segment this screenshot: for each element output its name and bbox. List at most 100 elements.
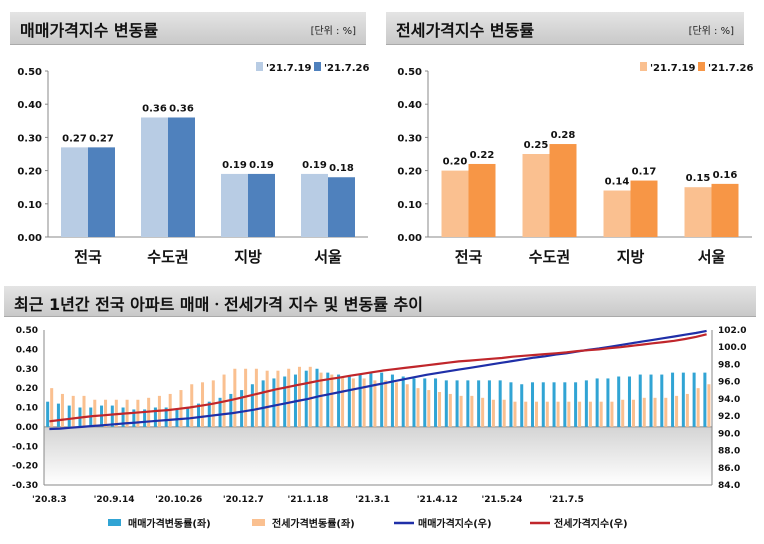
jeonse-change-bar	[104, 399, 108, 427]
jeonse-data-label: 0.15	[686, 173, 711, 184]
jeonse-legend-label: '21.7.26	[708, 63, 753, 74]
sales-data-label: 0.19	[249, 160, 274, 171]
jeonse-change-bar	[621, 399, 625, 427]
sales-bar	[221, 173, 248, 237]
trend-legend-label: 전세가격지수(우)	[554, 517, 628, 530]
trend-x-tick-label: '21.1.18	[288, 495, 329, 505]
jeonse-change-bar	[297, 366, 301, 427]
jeonse-change-bar	[394, 382, 398, 427]
jeonse-y-tick-label: 0.20	[397, 167, 422, 178]
sales-change-bar	[261, 380, 265, 427]
jeonse-y-tick-label: 0.30	[397, 133, 422, 144]
trend-left-tick-label: 0.40	[16, 345, 38, 355]
trend-left-tick-label: 0.10	[16, 404, 38, 414]
sales-data-label: 0.27	[89, 133, 114, 144]
sales-change-bar	[552, 382, 556, 427]
jeonse-bar	[711, 183, 739, 237]
jeonse-y-tick-label: 0.40	[397, 100, 422, 111]
jeonse-change-bar	[610, 401, 614, 427]
sales-change-bar	[498, 380, 502, 427]
jeonse-legend-label: '21.7.19	[650, 63, 695, 74]
jeonse-change-bar	[233, 368, 237, 427]
sales-change-bar	[509, 382, 513, 427]
jeonse-y-tick-label: 0.00	[397, 233, 422, 244]
jeonse-bar	[522, 154, 550, 237]
jeonse-change-bar	[470, 395, 474, 427]
jeonse-change-bar	[319, 372, 323, 427]
sales-change-bar	[121, 407, 125, 427]
jeonse-change-bar	[588, 401, 592, 427]
sales-change-bar	[207, 401, 211, 427]
sales-change-bar	[423, 378, 427, 427]
trend-x-tick-label: '21.5.24	[481, 495, 522, 505]
trend-x-tick-label: '20.9.14	[94, 495, 135, 505]
jeonse-data-label: 0.17	[632, 167, 657, 178]
jeonse-change-bar	[535, 401, 539, 427]
jeonse-change-bar	[362, 378, 366, 427]
jeonse-change-bar	[491, 399, 495, 427]
jeonse-data-label: 0.14	[605, 177, 630, 188]
sales-change-bar	[153, 407, 157, 427]
jeonse-change-bar	[459, 395, 463, 427]
sales-category-label: 전국	[74, 248, 102, 266]
jeonse-panel-unit: [단위 : %]	[688, 26, 734, 37]
trend-left-tick-label: -0.30	[12, 481, 38, 491]
sales-change-bar	[606, 378, 610, 427]
trend-right-tick-label: 98.0	[718, 360, 740, 370]
trend-legend-label: 매매가격변동률(좌)	[128, 517, 211, 530]
trend-right-tick-label: 100.0	[718, 343, 746, 353]
sales-change-bar	[627, 376, 631, 427]
jeonse-change-bar	[351, 378, 355, 427]
jeonse-change-bar	[685, 393, 689, 427]
jeonse-change-bar	[664, 397, 668, 427]
trend-right-tick-label: 90.0	[718, 429, 740, 439]
jeonse-change-bar	[373, 380, 377, 427]
sales-change-bar	[326, 372, 330, 427]
jeonse-change-bar	[545, 401, 549, 427]
sales-change-bar	[283, 376, 287, 427]
jeonse-bar	[549, 144, 577, 237]
jeonse-bar	[684, 187, 712, 237]
sales-change-bar	[56, 403, 60, 427]
sales-bar	[168, 117, 195, 237]
sales-bar	[301, 173, 328, 237]
trend-panel-header: 최근 1년간 전국 아파트 매매ㆍ전세가격 지수 및 변동률 추이	[4, 286, 756, 317]
sales-change-bar	[358, 374, 362, 427]
trend-right-tick-label: 96.0	[718, 378, 740, 388]
sales-change-bar	[617, 376, 621, 427]
trend-left-tick-label: 0.20	[16, 384, 38, 394]
jeonse-change-bar	[653, 397, 657, 427]
trend-x-tick-label: '21.3.1	[355, 495, 390, 505]
negative-zone-background	[44, 426, 712, 485]
sales-change-bar	[703, 372, 707, 427]
trend-legend-swatch	[252, 519, 265, 526]
sales-bar-chart: 0.00 0.10 0.20 0.30 0.40 0.50 전국 0.27 0.27 수도권 0.3…	[17, 62, 369, 266]
trend-left-tick-label: -0.10	[12, 442, 38, 452]
sales-change-bar	[455, 380, 459, 427]
jeonse-change-bar	[330, 374, 334, 427]
sales-change-bar	[671, 372, 675, 427]
jeonse-y-tick-label: 0.10	[397, 200, 422, 211]
sales-change-bar	[186, 407, 190, 427]
sales-y-tick-label: 0.20	[17, 167, 42, 178]
sales-change-bar	[250, 384, 254, 427]
jeonse-legend-swatch	[640, 62, 647, 71]
jeonse-change-bar	[427, 390, 431, 427]
jeonse-bar	[603, 190, 631, 237]
trend-x-tick-label: '20.10.26	[155, 495, 202, 505]
jeonse-change-bar	[502, 399, 506, 427]
sales-bar	[141, 117, 168, 237]
jeonse-change-bar	[308, 366, 312, 427]
jeonse-change-bar	[707, 384, 711, 427]
sales-data-label: 0.27	[62, 133, 87, 144]
jeonse-change-bar	[190, 384, 194, 427]
sales-change-bar	[164, 407, 168, 427]
sales-change-bar	[110, 405, 114, 427]
sales-change-bar	[46, 401, 50, 427]
jeonse-change-bar	[631, 399, 635, 427]
sales-change-bar	[412, 378, 416, 427]
trend-left-tick-label: 0.30	[16, 365, 38, 375]
sales-change-bar	[347, 376, 351, 427]
sales-legend-swatch	[314, 62, 321, 71]
trend-right-tick-label: 102.0	[718, 326, 746, 336]
